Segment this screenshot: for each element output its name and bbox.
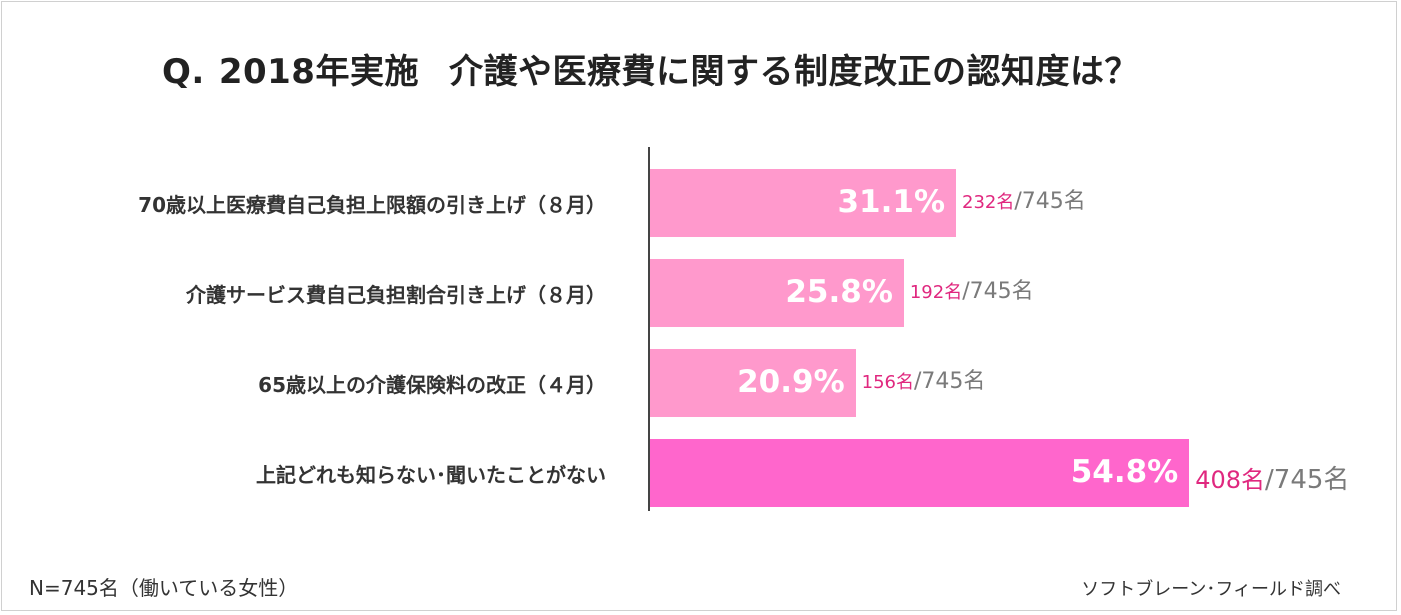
value-label: 54.8%: [1070, 454, 1179, 490]
respondent-count: 156名: [861, 372, 914, 393]
category-label: 上記どれも知らない･聞いたことがない: [256, 463, 606, 487]
sample-size-note: N=745名（働いている女性）: [29, 576, 299, 600]
category-label: 70歳以上医療費自己負担上限額の引き上げ（８月）: [138, 193, 606, 217]
count-label: 192名/745名: [910, 273, 1034, 305]
y-axis-line: [648, 147, 650, 511]
value-label: 25.8%: [785, 274, 893, 310]
respondent-total: /745名: [962, 279, 1034, 304]
bar: [650, 259, 904, 327]
respondent-count: 408名: [1195, 466, 1266, 494]
respondent-count: 192名: [909, 282, 963, 303]
value-label: 31.1%: [837, 184, 946, 220]
chart-title: Q. 2018年実施 介護や医療費に関する制度改正の認知度は？: [162, 44, 1262, 93]
count-label: 156名/745名: [862, 363, 986, 395]
respondent-total: /745名: [1265, 465, 1350, 495]
count-label: 408名/745名: [1195, 459, 1349, 496]
category-label: 介護サービス費自己負担割合引き上げ（８月）: [186, 283, 606, 307]
value-label: 20.9%: [737, 364, 845, 400]
source-note: ソフトブレーン･フィールド調べ: [1081, 579, 1341, 600]
count-label: 232名/745名: [962, 183, 1086, 215]
respondent-total: /745名: [1014, 189, 1086, 214]
bar: [650, 169, 957, 237]
category-label: 65歳以上の介護保険料の改正（４月）: [258, 373, 606, 397]
title-text: 介護や医療費に関する制度改正の認知度は？: [448, 52, 1139, 92]
title-year: 2018年実施: [218, 52, 419, 92]
respondent-total: /745名: [914, 369, 986, 394]
title-question-mark: Q.: [162, 52, 205, 92]
respondent-count: 232名: [962, 192, 1015, 213]
bar: [650, 439, 1190, 507]
bar: [650, 349, 856, 417]
